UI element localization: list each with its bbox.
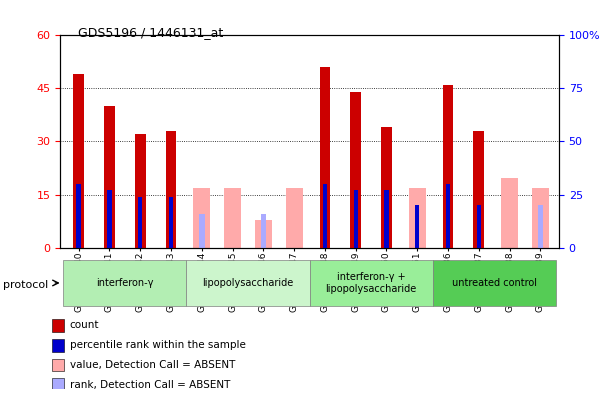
Bar <box>261 214 266 248</box>
FancyBboxPatch shape <box>310 260 433 306</box>
Bar <box>165 131 176 248</box>
Bar <box>443 85 454 248</box>
Bar <box>477 205 481 248</box>
FancyBboxPatch shape <box>63 260 186 306</box>
FancyBboxPatch shape <box>186 260 310 306</box>
Bar <box>381 127 392 248</box>
Bar <box>285 188 302 248</box>
Text: interferon-γ +
lipopolysaccharide: interferon-γ + lipopolysaccharide <box>326 272 416 294</box>
Bar <box>224 188 241 248</box>
Bar <box>107 190 112 248</box>
Bar <box>52 359 64 371</box>
Text: rank, Detection Call = ABSENT: rank, Detection Call = ABSENT <box>70 380 230 390</box>
Text: interferon-γ: interferon-γ <box>96 278 153 288</box>
Bar <box>76 184 81 248</box>
Bar <box>73 74 84 248</box>
Bar <box>415 205 419 248</box>
Text: count: count <box>70 320 99 331</box>
Bar <box>532 188 549 248</box>
Bar <box>135 134 145 248</box>
Bar <box>255 220 272 248</box>
Bar <box>446 184 450 248</box>
Bar <box>138 196 142 248</box>
FancyBboxPatch shape <box>433 260 556 306</box>
Bar <box>169 196 173 248</box>
Bar <box>52 319 64 332</box>
Bar <box>384 190 389 248</box>
Text: untreated control: untreated control <box>452 278 537 288</box>
Text: protocol: protocol <box>3 280 48 290</box>
Bar <box>194 188 210 248</box>
Bar <box>199 214 204 248</box>
Text: value, Detection Call = ABSENT: value, Detection Call = ABSENT <box>70 360 235 370</box>
Bar <box>501 178 518 248</box>
Bar <box>323 184 327 248</box>
Text: GDS5196 / 1446131_at: GDS5196 / 1446131_at <box>78 26 224 39</box>
Bar <box>320 67 331 248</box>
Bar <box>353 190 358 248</box>
Text: lipopolysaccharide: lipopolysaccharide <box>203 278 293 288</box>
Bar <box>350 92 361 248</box>
Bar <box>538 205 543 248</box>
Bar <box>104 106 115 248</box>
Bar <box>409 188 426 248</box>
Bar <box>52 339 64 352</box>
Bar <box>52 378 64 391</box>
Text: percentile rank within the sample: percentile rank within the sample <box>70 340 246 350</box>
Bar <box>474 131 484 248</box>
